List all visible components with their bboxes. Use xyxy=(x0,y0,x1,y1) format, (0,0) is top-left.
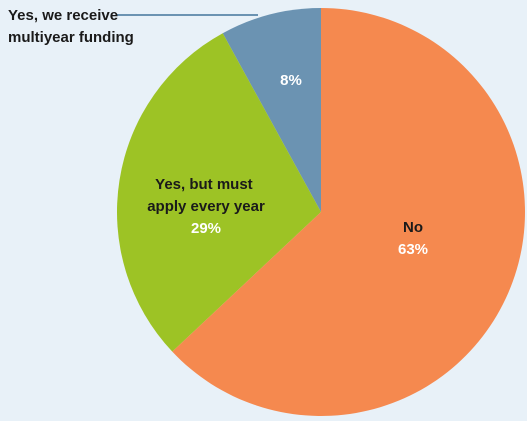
slice-label-multiyear-line-2: multiyear funding xyxy=(8,29,134,46)
slice-label-every-year-line-2: apply every year xyxy=(147,198,265,215)
slice-no xyxy=(172,8,525,416)
slice-label-no: No xyxy=(403,219,423,236)
slice-value-no: 63% xyxy=(398,241,428,258)
slice-label-every-year-line-1: Yes, but must xyxy=(155,176,253,193)
slice-multiyear xyxy=(222,8,321,212)
slice-label-every-year: Yes, but must apply every year xyxy=(147,176,265,215)
slice-value-multiyear: 8% xyxy=(280,72,302,89)
slice-label-multiyear-line-1: Yes, we receive xyxy=(8,7,118,24)
slice-label-multiyear: Yes, we receive multiyear funding xyxy=(8,7,134,46)
slice-every-year xyxy=(116,33,321,352)
slice-value-every-year: 29% xyxy=(191,220,221,237)
pie-slices xyxy=(116,8,525,416)
